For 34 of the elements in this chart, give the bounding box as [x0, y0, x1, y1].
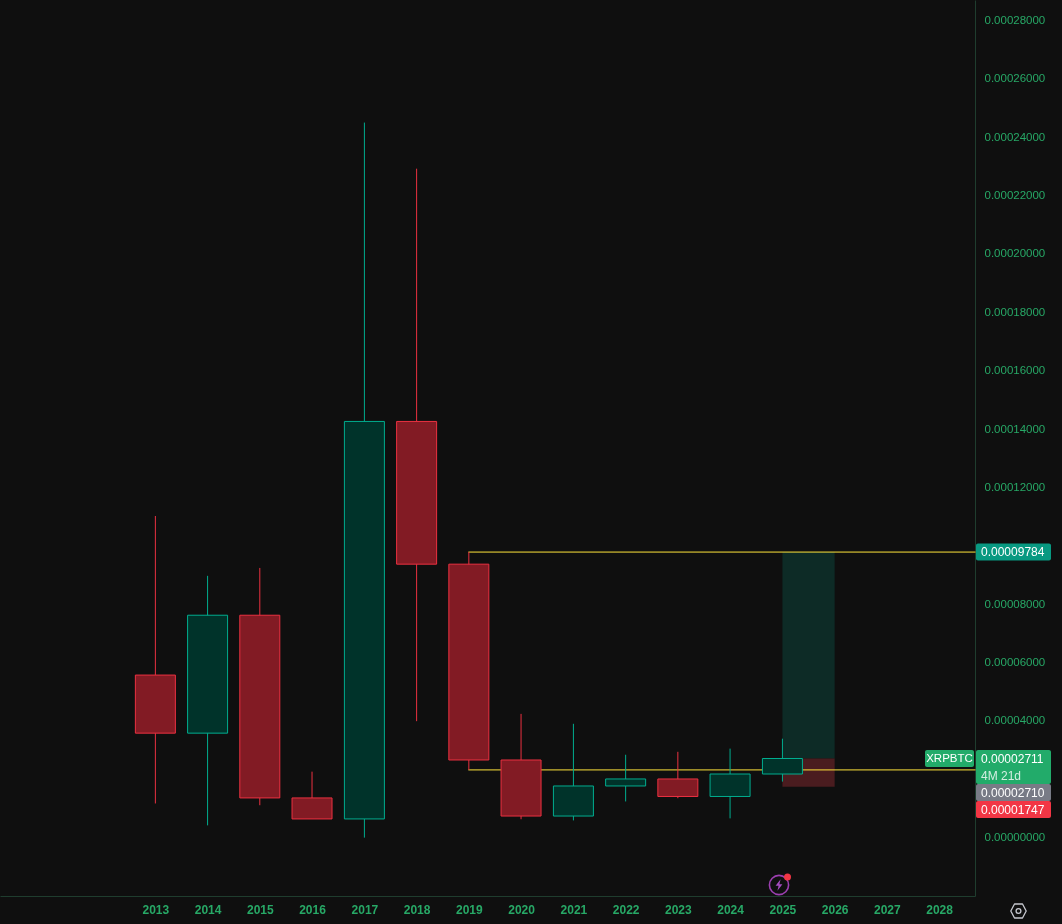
y-tick-label: 0.00008000: [984, 597, 1046, 610]
x-tick-label: 2022: [612, 902, 640, 917]
x-tick-label: 2025: [769, 902, 797, 917]
y-tick-label: 0.00026000: [984, 72, 1046, 85]
x-tick-label: 2014: [194, 902, 222, 917]
x-tick-label: 2026: [821, 902, 849, 917]
x-tick-label: 2024: [717, 902, 745, 917]
y-tick-label: 0.00006000: [984, 656, 1046, 669]
y-tick-label: 0.00014000: [984, 422, 1046, 435]
annotation: XRPBTC: [926, 751, 973, 764]
x-tick-label: 2023: [665, 902, 693, 917]
text: 0.00001747: [981, 802, 1045, 817]
y-tick-label: 0.00028000: [984, 13, 1046, 26]
x-tick-label: 2027: [874, 902, 902, 917]
text: 0.00002710: [981, 785, 1045, 800]
x-tick-label: 2015: [246, 902, 274, 917]
x-tick-label: 2020: [508, 902, 536, 917]
y-tick-label: 0.00016000: [984, 364, 1046, 377]
y-tick-label: 0.00012000: [984, 480, 1046, 493]
x-tick-label: 2017: [351, 902, 379, 917]
y-tick-label: 0.00022000: [984, 189, 1046, 202]
x-tick-label: 2021: [560, 902, 588, 917]
y-tick-label: 0.00000000: [984, 831, 1046, 844]
x-tick-label: 2016: [299, 902, 327, 917]
x-tick-label: 2013: [142, 902, 170, 917]
x-tick-label: 2019: [455, 902, 483, 917]
x-tick-label: 2018: [403, 902, 431, 917]
y-tick-label: 0.00018000: [984, 305, 1046, 318]
y-tick-label: 0.00004000: [984, 714, 1046, 727]
text: 0.00009784: [981, 545, 1045, 560]
x-tick-label: 2028: [926, 902, 954, 917]
text: 0.00002711 4M 21d: [981, 751, 1044, 783]
y-tick-label: 0.00024000: [984, 130, 1046, 143]
y-tick-label: 0.00020000: [984, 247, 1046, 260]
